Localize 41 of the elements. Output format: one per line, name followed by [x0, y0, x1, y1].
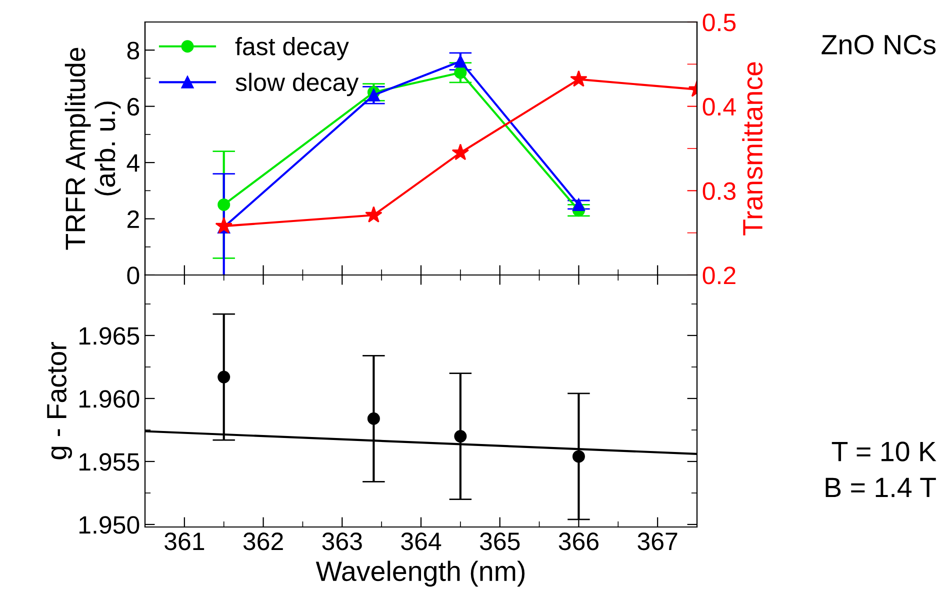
point — [367, 88, 380, 102]
x-tick-label: 366 — [558, 532, 598, 550]
point — [452, 144, 470, 160]
y-tick-label: 1.950 — [79, 516, 140, 534]
x-tick-label: 364 — [401, 532, 442, 550]
y-tick-label: 1.955 — [79, 453, 140, 471]
y-tick-label: 1.965 — [79, 327, 140, 345]
legend-label: fast decay — [235, 37, 349, 60]
point — [218, 370, 230, 384]
point — [572, 198, 585, 211]
x-tick-label: 367 — [638, 532, 678, 550]
text: ZnO NCs — [822, 34, 936, 55]
y2-tick-label: 0.2 — [702, 266, 736, 284]
y-tick-label: 0 — [127, 266, 140, 284]
x-tick-label: 361 — [164, 532, 204, 550]
point — [454, 430, 467, 443]
point — [454, 55, 467, 68]
point — [218, 198, 230, 211]
y-tick-label: 4 — [126, 154, 140, 172]
x-tick-label: 363 — [322, 532, 362, 550]
x-axis-title: Wavelength (nm) — [316, 560, 525, 587]
point — [454, 66, 467, 79]
legend-label: slow decay — [236, 72, 359, 96]
y-tick-label: 8 — [127, 42, 140, 60]
point — [367, 412, 380, 425]
text: T = 10 K B = 1.4 T — [826, 442, 936, 498]
point — [215, 217, 232, 234]
y-tick-label: 1.960 — [79, 390, 140, 408]
y-axis-title: TRFR Amplitude (arb. u.) — [64, 48, 121, 250]
y2-tick-label: 0.3 — [702, 182, 736, 200]
x-tick-label: 362 — [243, 532, 283, 550]
y2-tick-label: 0.4 — [702, 98, 736, 116]
x-tick-label: 365 — [480, 532, 520, 550]
point — [365, 206, 382, 223]
y-tick-label: 6 — [128, 98, 140, 116]
y-tick-label: 2 — [127, 210, 139, 228]
y2-axis-title: Transmittance — [742, 62, 763, 236]
y2-tick-label: 0.5 — [702, 14, 736, 32]
point — [570, 70, 588, 87]
y-axis-title: g - Factor — [47, 342, 72, 460]
point — [572, 450, 585, 463]
